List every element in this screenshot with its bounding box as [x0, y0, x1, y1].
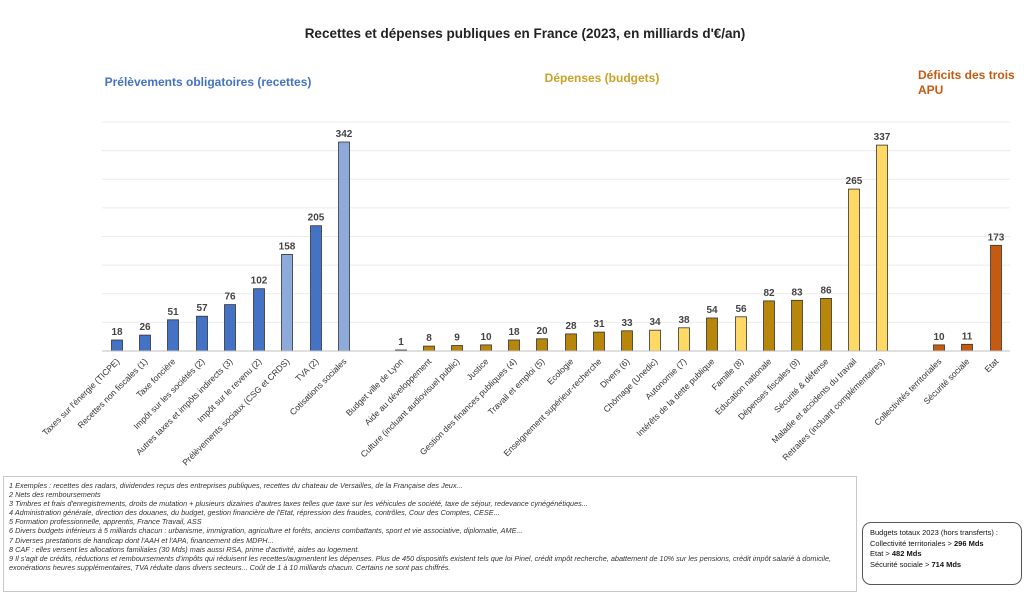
- x-tick-label: Prélèvements sociaux (CSG et CRDS): [180, 356, 291, 467]
- data-label: 1: [398, 337, 404, 348]
- data-label: 28: [565, 321, 577, 332]
- group-label-depenses: Dépenses (budgets): [545, 71, 660, 85]
- bar: [735, 316, 747, 352]
- group-label-deficits-line1: Déficits des trois: [918, 68, 1015, 82]
- bar: [196, 315, 208, 352]
- gridlines: [102, 121, 1010, 323]
- x-tick-label: Chômage (Unedic): [601, 356, 659, 414]
- data-label: 86: [820, 285, 832, 296]
- x-tick-label: Justice: [464, 356, 490, 382]
- x-tick-label: TVA (2): [293, 356, 320, 383]
- data-label: 26: [139, 322, 151, 333]
- data-label: 8: [426, 333, 432, 344]
- bar: [167, 319, 179, 352]
- bar: [565, 333, 577, 352]
- bar: [961, 343, 973, 352]
- data-label: 82: [763, 288, 775, 299]
- x-tick-label: Retraites (incluant complémentaires): [780, 356, 886, 462]
- data-label: 83: [791, 287, 803, 298]
- totals-title: Budgets totaux 2023 (hors transferts) :: [870, 528, 998, 537]
- bar: [678, 327, 690, 352]
- totals-row-etat: Etat > 482 Mds: [870, 549, 922, 559]
- data-label: 10: [480, 332, 492, 343]
- bar: [706, 317, 718, 352]
- bar: [990, 244, 1002, 352]
- data-label: 342: [336, 129, 353, 140]
- bar: [763, 300, 775, 352]
- data-label: 10: [933, 332, 945, 343]
- bar: [423, 345, 435, 352]
- bar: [621, 330, 633, 352]
- data-label: 33: [621, 318, 633, 329]
- footnote: 6 Divers budgets inférieurs à 5 milliard…: [9, 526, 523, 536]
- footnote: 7 Diverses prestations de handicap dont …: [9, 535, 274, 545]
- bar: [820, 297, 832, 352]
- bar: [876, 144, 888, 352]
- footnotes-box: 1 Exemples : recettes des radars, divide…: [3, 476, 857, 592]
- footnote: 9 Il s'agit de crédits, réductions et re…: [9, 553, 832, 572]
- bar: [281, 253, 293, 352]
- budget-totals-box: Budgets totaux 2023 (hors transferts) : …: [862, 522, 1022, 585]
- bar: [451, 345, 463, 352]
- bar: [649, 329, 661, 352]
- data-label: 102: [251, 276, 268, 287]
- group-label-deficits-line2: APU: [918, 83, 943, 97]
- bar: [848, 188, 860, 352]
- chart-title: Recettes et dépenses publiques en France…: [305, 26, 746, 41]
- data-label: 337: [874, 132, 891, 143]
- data-label: 205: [308, 213, 325, 224]
- bar: [508, 339, 520, 352]
- bar: [310, 225, 322, 352]
- data-label: 173: [988, 232, 1005, 243]
- group-label-recettes: Prélèvements obligatoires (recettes): [105, 75, 312, 89]
- bar: [224, 304, 236, 352]
- bar: [480, 344, 492, 352]
- data-label: 11: [962, 331, 973, 342]
- footnote: 5 Formation professionnelle, apprentis, …: [9, 517, 202, 527]
- bar: [536, 338, 548, 352]
- data-label: 265: [846, 176, 863, 187]
- footnote: 3 Timbres et frais d'enregistrements, dr…: [9, 499, 588, 509]
- totals-row-securite-sociale: Sécurité sociale > 714 Mds: [870, 559, 962, 569]
- data-label: 18: [111, 327, 123, 338]
- data-label: 56: [735, 304, 747, 315]
- totals-row-collectivites: Collectivité territoriales > 296 Mds: [870, 538, 984, 548]
- data-label: 158: [279, 241, 296, 252]
- data-label: 76: [224, 292, 236, 303]
- bar: [338, 141, 350, 352]
- bar: [593, 331, 605, 352]
- bar: [933, 344, 945, 352]
- bar: [111, 339, 123, 352]
- footnote: 1 Exemples : recettes des radars, divide…: [9, 481, 463, 490]
- data-label: 20: [536, 326, 548, 337]
- footnote: 8 CAF : elles versent les allocations fa…: [9, 544, 360, 554]
- data-label: 57: [196, 303, 208, 314]
- data-label: 34: [649, 317, 661, 328]
- bar: [139, 334, 151, 352]
- data-label: 51: [167, 307, 179, 318]
- data-label: 18: [508, 327, 520, 338]
- footnote: 4 Administration générale, direction des…: [9, 508, 500, 518]
- bar: [253, 288, 265, 352]
- chart: Recettes et dépenses publiques en France…: [40, 26, 1015, 467]
- data-label: 38: [678, 315, 690, 326]
- footnote: 2 Nets des remboursements: [9, 490, 101, 500]
- data-label: 9: [454, 333, 460, 344]
- x-tick-label: Etat: [983, 356, 1001, 374]
- data-label: 54: [706, 305, 718, 316]
- bar: [791, 299, 803, 352]
- data-label: 31: [593, 319, 605, 330]
